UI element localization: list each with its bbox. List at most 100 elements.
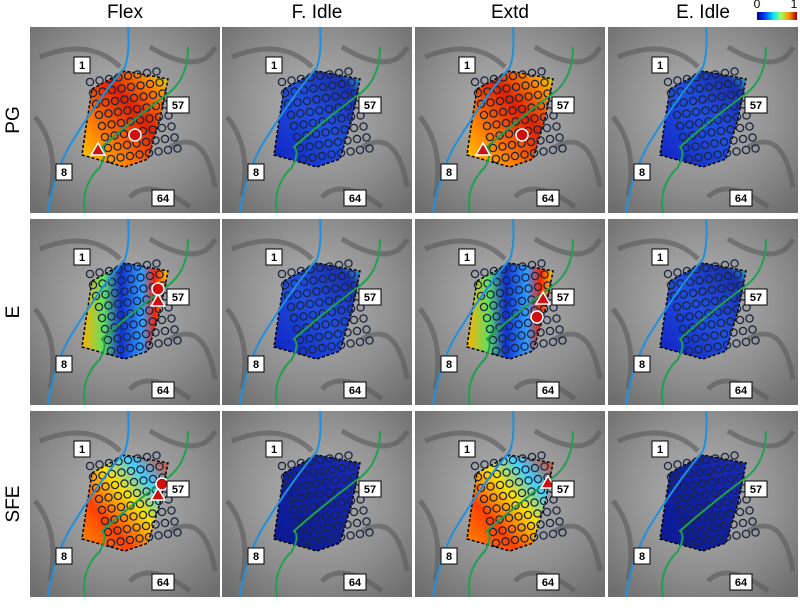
electrode xyxy=(328,465,337,474)
electrode xyxy=(352,326,362,336)
electrode-label-box xyxy=(247,355,265,373)
electrode xyxy=(144,148,154,158)
electrode xyxy=(321,320,330,329)
electrode xyxy=(720,68,730,78)
electrode xyxy=(287,268,296,277)
electrode xyxy=(729,136,738,145)
sulcus-shadow xyxy=(360,523,410,572)
electrode xyxy=(113,299,123,309)
sulcus-shadow xyxy=(231,46,314,69)
electrode xyxy=(344,259,353,268)
electrode xyxy=(691,299,701,309)
electrode xyxy=(132,296,142,306)
electrode xyxy=(337,306,346,315)
electrode xyxy=(154,147,163,156)
panel: 1 57 8 64 xyxy=(222,26,412,214)
electrode xyxy=(325,70,334,79)
electrode xyxy=(148,125,157,134)
electrode xyxy=(309,276,318,285)
electrode-label: 1 xyxy=(79,444,85,456)
row-label: E xyxy=(3,306,24,319)
electrode xyxy=(148,509,157,518)
electrode xyxy=(157,507,167,517)
electrode xyxy=(751,528,760,537)
electrode xyxy=(305,491,315,501)
electrode xyxy=(685,312,694,321)
electrode xyxy=(123,263,133,273)
electrode xyxy=(520,534,529,543)
electrode xyxy=(540,462,549,471)
electrode-label: 8 xyxy=(61,359,67,371)
electrode-label: 64 xyxy=(157,385,170,397)
electrode xyxy=(129,285,139,295)
postcentral-sulcus xyxy=(275,238,381,406)
electrode xyxy=(529,340,539,350)
postcentral-sulcus xyxy=(83,238,189,406)
electrode xyxy=(530,498,539,507)
electrode xyxy=(293,482,302,491)
panel: 1 57 8 64 xyxy=(608,218,798,406)
electrode xyxy=(741,337,751,347)
electrode xyxy=(716,126,726,136)
electrode xyxy=(293,290,302,299)
electrode xyxy=(362,517,371,526)
electrode-label: 8 xyxy=(446,551,452,563)
marker-triangle xyxy=(474,141,492,156)
electrode xyxy=(495,288,505,298)
electrode xyxy=(113,491,123,501)
electrode xyxy=(296,74,306,84)
electrode xyxy=(347,78,356,87)
electrode xyxy=(126,117,135,126)
electrode xyxy=(104,109,113,118)
electrode xyxy=(489,109,498,118)
sulcus-shadow xyxy=(225,499,248,582)
electrode xyxy=(157,123,167,133)
electrode xyxy=(685,469,695,479)
sulcus-shadow xyxy=(746,331,796,380)
electrode xyxy=(682,266,692,276)
electrode xyxy=(324,139,333,148)
electrode-label: 8 xyxy=(639,359,645,371)
electrode xyxy=(328,273,337,282)
electrode xyxy=(106,154,116,164)
electrode xyxy=(688,96,698,106)
electrode xyxy=(529,532,539,542)
electrode xyxy=(305,334,314,343)
electrode xyxy=(349,123,359,133)
marker-triangle xyxy=(534,290,552,305)
electrode-label: 64 xyxy=(157,193,170,205)
electrode xyxy=(296,458,306,468)
electrode-label-box xyxy=(265,440,283,458)
electrode xyxy=(91,291,101,301)
electrode xyxy=(514,320,523,329)
electrode xyxy=(346,304,356,314)
electrode xyxy=(138,510,148,520)
sulcus-shadow xyxy=(611,499,634,582)
electrode xyxy=(324,331,333,340)
electrode xyxy=(170,325,179,334)
electrode-label-box xyxy=(358,96,382,114)
electrode xyxy=(501,537,510,546)
electrode-label: 1 xyxy=(657,252,663,264)
electrode xyxy=(533,509,542,518)
electrode xyxy=(697,513,707,523)
electrode xyxy=(530,114,539,123)
electrode-label-box xyxy=(440,547,458,565)
electrode xyxy=(698,95,707,104)
electrode xyxy=(726,90,736,100)
electrode xyxy=(299,120,308,129)
electrode-label-box xyxy=(343,381,367,399)
electrode-label-box xyxy=(633,355,651,373)
electrode xyxy=(331,92,340,101)
electrode xyxy=(710,139,719,148)
electrode xyxy=(123,71,133,81)
electrode xyxy=(682,109,691,118)
electrode xyxy=(666,280,676,290)
electrode xyxy=(491,538,501,548)
electrode-label: 8 xyxy=(61,551,67,563)
electrode xyxy=(678,516,688,526)
electrode xyxy=(698,287,707,296)
electrode xyxy=(327,150,336,159)
electrode xyxy=(296,109,305,118)
electrode xyxy=(325,454,334,463)
